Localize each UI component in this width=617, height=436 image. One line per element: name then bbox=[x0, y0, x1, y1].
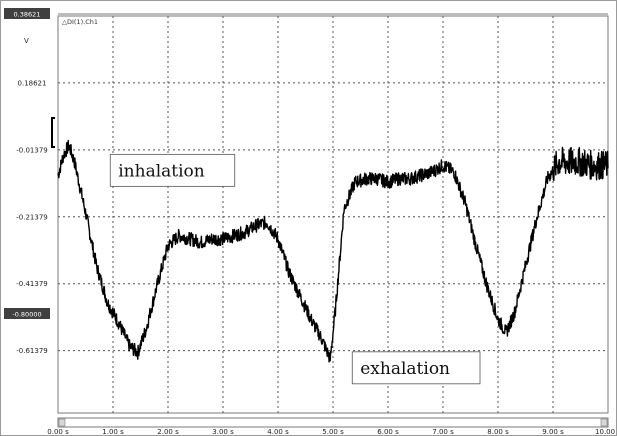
channel-bracket bbox=[51, 117, 55, 148]
scrollbar-left-handle[interactable] bbox=[58, 418, 66, 427]
y-tick-label: -0.61379 bbox=[16, 347, 47, 355]
x-tick-label: 1.00 s bbox=[102, 428, 124, 436]
signal-trace bbox=[57, 139, 609, 363]
x-tick-label: 9.00 s bbox=[542, 428, 564, 436]
annotation-callout: inhalation bbox=[109, 153, 236, 187]
annotation-box bbox=[109, 153, 236, 187]
y-tick-label: -0.41379 bbox=[16, 280, 47, 288]
bottom-value-badge[interactable] bbox=[4, 308, 50, 319]
annotations: inhalation exhalation bbox=[109, 153, 481, 385]
y-tick-label: 0.18621 bbox=[18, 79, 47, 87]
x-tick-label: 4.00 s bbox=[267, 428, 289, 436]
signal-trace-line bbox=[57, 139, 609, 363]
annotation-label: exhalation bbox=[360, 359, 450, 379]
y-tick-label: -0.21379 bbox=[16, 213, 47, 221]
top-value-badge[interactable] bbox=[4, 8, 50, 19]
x-tick-label: 10.00 s bbox=[595, 428, 617, 436]
grid bbox=[58, 16, 608, 413]
x-tick-label: 5.00 s bbox=[322, 428, 344, 436]
bottom-value-badge-label: -0.80000 bbox=[12, 310, 41, 318]
annotation-box bbox=[351, 351, 481, 385]
x-tick-label: 6.00 s bbox=[377, 428, 399, 436]
x-tick-label: 2.00 s bbox=[157, 428, 179, 436]
top-value-badge-label: 0.38621 bbox=[14, 10, 41, 18]
scrollbar-right-handle[interactable] bbox=[600, 418, 608, 427]
channel-label: △DI(1).Ch1 bbox=[62, 18, 98, 26]
annotation-label: inhalation bbox=[118, 161, 205, 181]
y-axis-unit: V bbox=[24, 37, 29, 45]
x-tick-labels: 0.00 s 1.00 s 2.00 s 3.00 s 4.00 s 5.00 s 6.00… bbox=[47, 428, 617, 436]
y-tick-labels: 0.18621 -0.01379 -0.21379 -0.41379 -0.61379 bbox=[16, 79, 47, 355]
x-tick-label: 0.00 s bbox=[47, 428, 69, 436]
x-tick-label: 7.00 s bbox=[432, 428, 454, 436]
x-tick-label: 8.00 s bbox=[487, 428, 509, 436]
x-tick-label: 3.00 s bbox=[212, 428, 234, 436]
y-tick-label: -0.01379 bbox=[16, 146, 47, 154]
time-scrollbar[interactable] bbox=[57, 417, 609, 428]
annotation-callout: exhalation bbox=[351, 351, 481, 385]
